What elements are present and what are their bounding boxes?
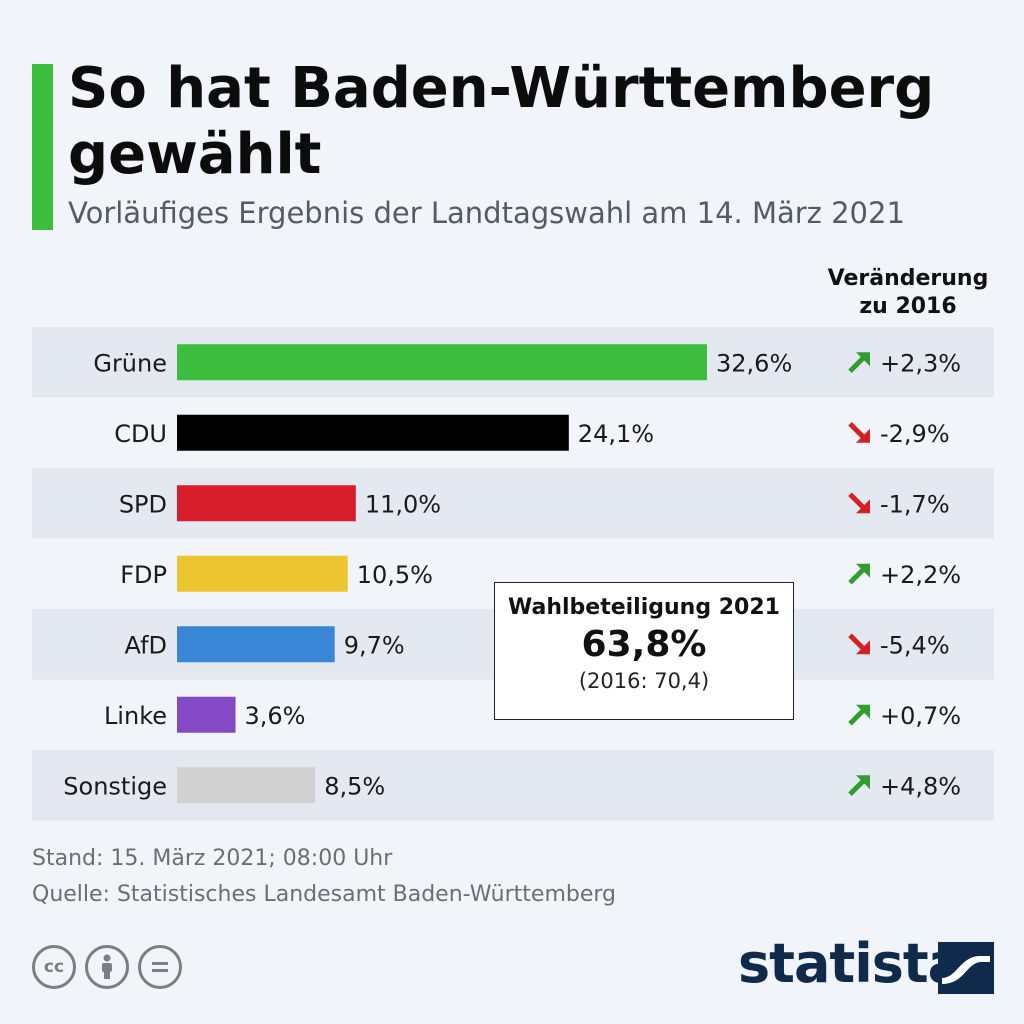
category-label: CDU: [114, 420, 167, 448]
category-label: SPD: [119, 490, 167, 518]
attribution-icon[interactable]: [85, 945, 129, 989]
value-label: 8,5%: [324, 772, 385, 800]
turnout-value: 63,8%: [581, 624, 707, 665]
value-label: 3,6%: [245, 702, 306, 730]
row-background: [32, 468, 994, 539]
page-subtitle: Vorläufiges Ergebnis der Landtagswahl am…: [68, 196, 905, 230]
turnout-previous: (2016: 70,4): [578, 669, 710, 693]
bar: [177, 344, 707, 381]
change-header-line-2: zu 2016: [859, 294, 957, 319]
bar: [177, 485, 356, 522]
page-title: So hat Baden-Württemberg gewählt: [68, 56, 935, 187]
category-label: Linke: [104, 702, 167, 730]
cc-icon[interactable]: cc: [32, 945, 76, 989]
bar: [177, 767, 316, 804]
change-label: +2,3%: [880, 349, 961, 377]
turnout-label: Wahlbeteiligung 2021: [508, 595, 780, 620]
change-label: -1,7%: [880, 490, 950, 518]
license-icons: cc: [32, 945, 182, 989]
value-label: 24,1%: [578, 420, 654, 448]
value-label: 32,6%: [716, 349, 792, 377]
category-label: Grüne: [93, 349, 167, 377]
bar: [177, 555, 348, 592]
change-label: -5,4%: [880, 631, 950, 659]
change-label: +4,8%: [880, 772, 961, 800]
bar: [177, 414, 569, 451]
row-background: [32, 750, 994, 821]
value-label: 11,0%: [365, 490, 441, 518]
change-label: +0,7%: [880, 702, 961, 730]
title-accent-bar: [32, 64, 53, 230]
value-label: 10,5%: [357, 561, 433, 589]
category-label: FDP: [120, 561, 167, 589]
bar: [177, 626, 335, 663]
change-column-header: Veränderung zu 2016: [816, 265, 1000, 321]
change-header-line-1: Veränderung: [827, 266, 989, 291]
arrow-up-right-icon: [848, 775, 870, 797]
stand-note: Stand: 15. März 2021; 08:00 Uhr: [32, 846, 393, 871]
change-label: +2,2%: [880, 561, 961, 589]
arrow-up-right-icon: [848, 563, 870, 585]
arrow-down-right-icon: [848, 421, 870, 443]
bar: [177, 696, 236, 733]
source-note: Quelle: Statistisches Landesamt Baden-Wü…: [32, 882, 616, 907]
arrow-up-right-icon: [848, 704, 870, 726]
category-label: Sonstige: [63, 772, 167, 800]
change-label: -2,9%: [880, 420, 950, 448]
no-derivatives-icon[interactable]: [138, 945, 182, 989]
statista-logo-mark-icon: [938, 942, 994, 994]
turnout-box: Wahlbeteiligung 2021 63,8% (2016: 70,4): [494, 582, 794, 720]
arrow-up-right-icon: [848, 352, 870, 374]
arrow-down-right-icon: [848, 492, 870, 514]
value-label: 9,7%: [344, 631, 405, 659]
arrow-down-right-icon: [848, 633, 870, 655]
category-label: AfD: [125, 631, 168, 659]
statista-logo[interactable]: statista: [738, 932, 964, 995]
